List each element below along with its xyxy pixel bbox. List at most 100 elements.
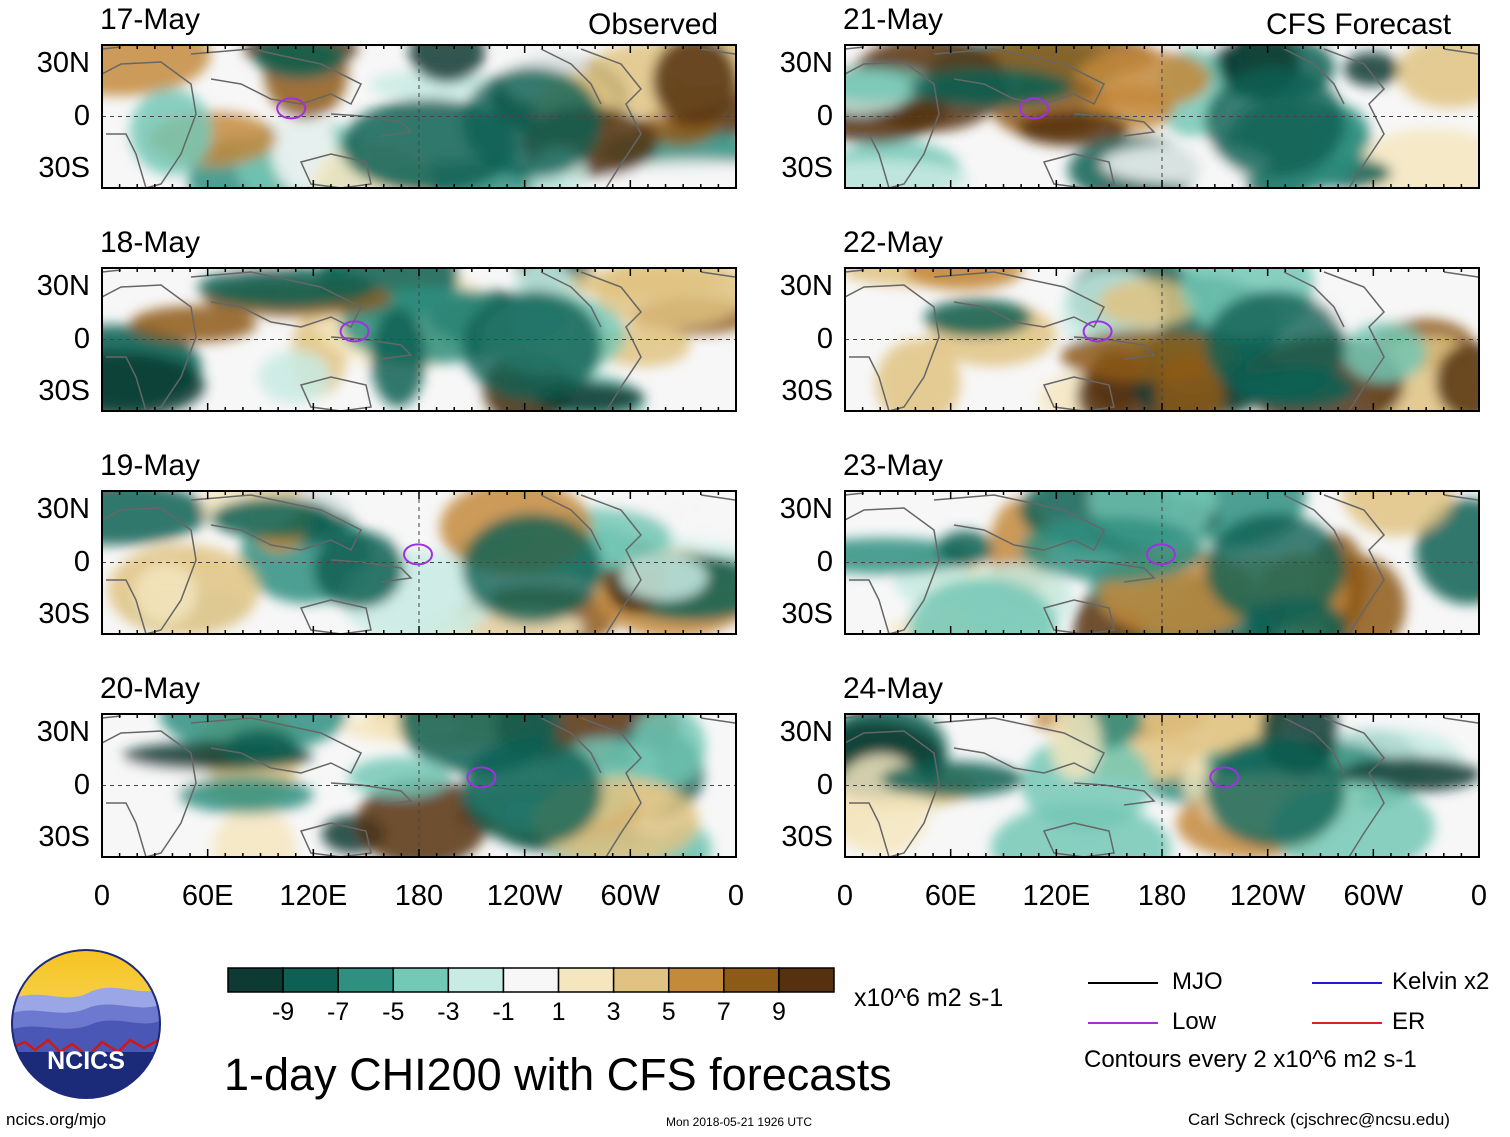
anomaly-map-23-May <box>844 490 1480 635</box>
colorbar-bin <box>392 967 450 993</box>
anomaly-shading <box>845 491 1479 634</box>
low-contour <box>276 97 307 120</box>
legend-kelvin-line <box>1312 982 1382 984</box>
anomaly-shading <box>108 714 713 857</box>
latitude-label: 30S <box>781 375 833 408</box>
longitude-label: 60W <box>600 880 661 912</box>
colorbar-bin <box>337 967 395 993</box>
colorbar-bin <box>667 967 725 993</box>
low-contour <box>466 766 497 789</box>
latitude-label: 30N <box>36 269 90 302</box>
legend-low-line <box>1088 1022 1158 1024</box>
longitude-label: 120W <box>486 880 563 912</box>
colorbar-label: -5 <box>382 998 405 1026</box>
anomaly-shading <box>845 714 1479 857</box>
low-contour <box>1019 97 1050 120</box>
anomaly-shading <box>102 268 736 411</box>
legend-er-label: ER <box>1392 1008 1426 1035</box>
anomaly-map-20-May <box>101 713 737 858</box>
longitude-label: 180 <box>394 880 444 912</box>
panel-date-22-May: 22-May <box>843 226 944 259</box>
legend-low-label: Low <box>1172 1008 1217 1035</box>
footer-timestamp: Mon 2018-05-21 1926 UTC <box>666 1115 813 1129</box>
latitude-label: 30N <box>36 492 90 525</box>
observed-header: Observed <box>588 8 719 41</box>
panel-date-20-May: 20-May <box>100 672 201 705</box>
anomaly-shading <box>102 491 736 634</box>
latitude-label: 0 <box>816 322 833 355</box>
latitude-label: 0 <box>73 768 90 801</box>
latitude-label: 0 <box>73 545 90 578</box>
latitude-label: 30N <box>779 46 833 79</box>
longitude-label: 0 <box>93 880 111 912</box>
colorbar <box>227 967 835 993</box>
colorbar-label: 3 <box>606 998 621 1026</box>
latitude-label: 30N <box>779 492 833 525</box>
panel-date-24-May: 24-May <box>843 672 944 705</box>
coastlines <box>102 46 736 188</box>
latitude-label: 30S <box>38 821 90 854</box>
colorbar-label: -3 <box>437 998 460 1026</box>
anomaly-map-19-May <box>101 490 737 635</box>
latitude-label: 0 <box>73 99 90 132</box>
colorbar-label: 9 <box>771 998 786 1026</box>
anomaly-shading <box>102 45 736 188</box>
legend-mjo-line <box>1088 982 1158 984</box>
latitude-label: 30N <box>36 715 90 748</box>
footer-author: Carl Schreck (cjschrec@ncsu.edu) <box>1188 1110 1450 1129</box>
legend-mjo-label: MJO <box>1172 968 1223 995</box>
colorbar-label: 1 <box>551 998 566 1026</box>
anomaly-map-22-May <box>844 267 1480 412</box>
longitude-label: 0 <box>727 880 745 912</box>
latitude-label: 30N <box>779 269 833 302</box>
low-contour <box>339 320 370 343</box>
latitude-label: 0 <box>73 322 90 355</box>
latitude-label: 0 <box>816 545 833 578</box>
forecast-header: CFS Forecast <box>1266 8 1452 41</box>
longitude-label: 60E <box>181 880 234 912</box>
longitude-label: 120E <box>1022 880 1091 912</box>
anomaly-shading <box>845 268 1479 411</box>
latitude-label: 30S <box>38 375 90 408</box>
anomaly-map-21-May <box>844 44 1480 189</box>
low-contour <box>1146 543 1176 566</box>
contours-note: Contours every 2 x10^6 m2 s-1 <box>1084 1046 1417 1073</box>
colorbar-label: -9 <box>271 998 295 1026</box>
main-title: 1-day CHI200 with CFS forecasts <box>224 1049 892 1100</box>
anomaly-shading <box>845 45 1479 188</box>
anomaly-map-17-May <box>101 44 737 189</box>
panel-date-18-May: 18-May <box>100 226 201 259</box>
coastlines <box>845 715 1479 857</box>
longitude-label: 60E <box>924 880 977 912</box>
longitude-label: 0 <box>1470 880 1488 912</box>
longitude-label: 120W <box>1229 880 1306 912</box>
colorbar-bin <box>227 967 284 993</box>
colorbar-label: 7 <box>716 998 731 1026</box>
colorbar-bin <box>778 967 835 993</box>
latitude-label: 30S <box>38 152 90 185</box>
logo-text: NCICS <box>47 1047 125 1075</box>
colorbar-label: -1 <box>492 998 515 1026</box>
longitude-label: 120E <box>279 880 348 912</box>
low-contour <box>1209 766 1240 789</box>
longitude-label: 60W <box>1343 880 1404 912</box>
latitude-label: 0 <box>816 99 833 132</box>
latitude-label: 30N <box>36 46 90 79</box>
colorbar-bin <box>447 967 505 993</box>
colorbar-label: 5 <box>661 998 676 1026</box>
longitude-label: 0 <box>836 880 854 912</box>
longitude-label: 180 <box>1137 880 1187 912</box>
anomaly-map-24-May <box>844 713 1480 858</box>
latitude-label: 30S <box>781 821 833 854</box>
coastlines <box>102 492 736 634</box>
latitude-label: 0 <box>816 768 833 801</box>
coastlines <box>102 715 736 857</box>
low-contour <box>403 543 433 566</box>
colorbar-bin <box>282 967 339 993</box>
colorbar-label: -7 <box>327 998 350 1026</box>
legend-er-line <box>1312 1022 1382 1024</box>
latitude-label: 30N <box>779 715 833 748</box>
colorbar-bin <box>557 967 615 993</box>
panel-date-19-May: 19-May <box>100 449 201 482</box>
latitude-label: 30S <box>781 152 833 185</box>
